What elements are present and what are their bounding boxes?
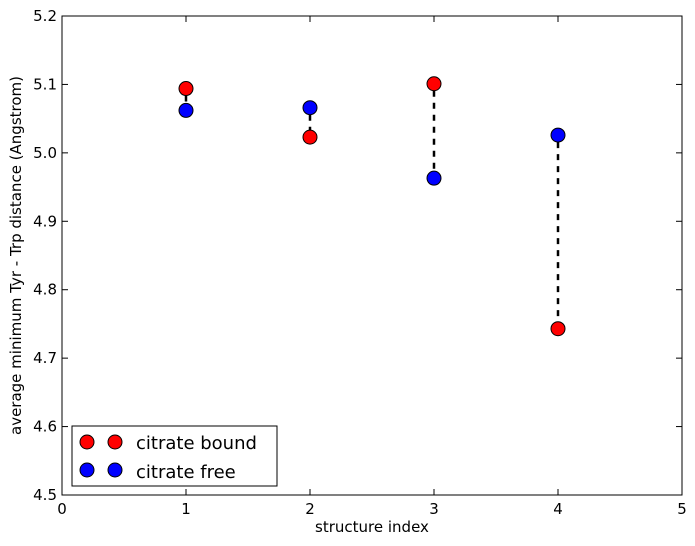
plot-background [62, 16, 682, 495]
legend: citrate bound citrate free [71, 425, 278, 487]
point-citrate-bound [426, 76, 442, 92]
y-tick-label: 4.5 [33, 486, 57, 504]
legend-marker-citrate-bound-1 [79, 434, 95, 450]
point-citrate-free [302, 100, 318, 116]
y-tick-label: 5.0 [33, 144, 57, 162]
legend-box [71, 425, 278, 487]
y-tick-label: 4.8 [33, 281, 57, 299]
x-tick-label: 5 [677, 500, 687, 518]
point-citrate-free [178, 102, 194, 118]
legend-label-citrate-free: citrate free [136, 462, 236, 483]
y-tick-label: 4.6 [33, 418, 57, 436]
x-tick-label: 1 [181, 500, 191, 518]
legend-marker-citrate-free-1 [79, 462, 95, 478]
x-tick-label: 2 [305, 500, 315, 518]
point-citrate-free [550, 127, 566, 143]
legend-marker-citrate-bound-2 [107, 434, 123, 450]
x-tick-label: 3 [429, 500, 439, 518]
legend-marker-citrate-free-2 [107, 462, 123, 478]
legend-label-citrate-bound: citrate bound [136, 433, 257, 454]
y-tick-label: 4.9 [33, 212, 57, 230]
y-axis-ticks: 4.5 4.6 4.7 4.8 4.9 5.0 5.1 5.2 [33, 7, 682, 504]
x-tick-label: 0 [57, 500, 67, 518]
y-tick-label: 4.7 [33, 349, 57, 367]
x-tick-label: 4 [553, 500, 563, 518]
y-axis-label: average minimum Tyr - Trp distance (Angs… [7, 76, 25, 435]
connector-lines [184, 90, 560, 322]
plot-frame [61, 15, 683, 496]
point-citrate-free [426, 170, 442, 186]
data-points [178, 76, 566, 337]
point-citrate-bound [178, 81, 194, 97]
x-axis-label: structure index [315, 518, 429, 536]
point-citrate-bound [302, 129, 318, 145]
y-tick-label: 5.2 [33, 7, 57, 25]
y-tick-label: 5.1 [33, 75, 57, 93]
point-citrate-bound [550, 321, 566, 337]
